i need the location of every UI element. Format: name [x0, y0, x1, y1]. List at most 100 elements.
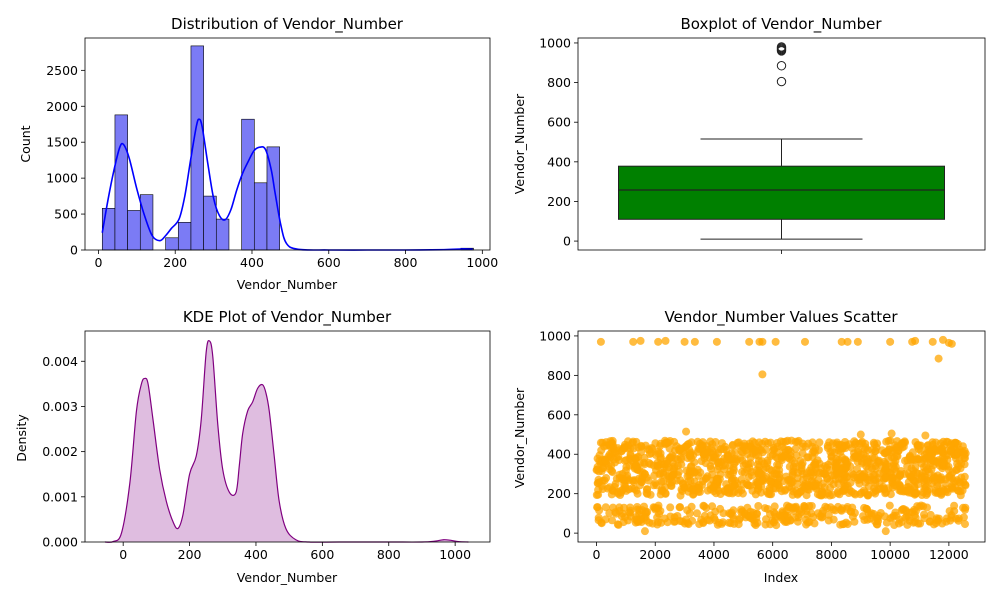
scatter-point [874, 458, 883, 467]
scatter-point [881, 489, 890, 498]
scatter-point [637, 477, 646, 486]
scatter-point [843, 472, 852, 481]
scatter-point [740, 439, 749, 448]
scatter-point [920, 510, 928, 519]
scatter-point [766, 452, 775, 461]
scatter-point [726, 470, 735, 479]
histogram-ytick-label: 2000 [46, 99, 78, 114]
scatter-point [632, 461, 640, 469]
boxplot-panel: Boxplot of Vendor_Number Vendor_Number 0… [512, 15, 986, 254]
scatter-point [758, 370, 767, 379]
scatter-point [943, 488, 952, 497]
scatter-point [771, 513, 780, 522]
scatter-point [611, 479, 620, 488]
histogram-bar [165, 237, 179, 251]
scatter-point [597, 467, 606, 475]
histogram-bar [215, 218, 230, 251]
scatter-point [911, 462, 920, 471]
scatter-point [667, 481, 676, 490]
kde-xtick-label: 200 [178, 547, 202, 562]
scatter-point [856, 430, 865, 439]
scatter-point [933, 471, 942, 480]
scatter-xtick-label: 0 [593, 547, 601, 562]
scatter-point [702, 504, 711, 513]
histogram-xtick-label: 1000 [466, 255, 498, 270]
scatter-point [879, 482, 888, 491]
histogram-ytick-label: 1000 [46, 171, 78, 186]
scatter-point [805, 481, 814, 490]
scatter-point [772, 521, 781, 530]
scatter-point [875, 469, 884, 478]
scatter-point [748, 437, 757, 446]
scatter-point [787, 436, 796, 445]
scatter-point [871, 486, 880, 495]
scatter-point [747, 471, 756, 480]
scatter-point [897, 518, 906, 527]
scatter-point [644, 476, 653, 485]
scatter-point [654, 449, 663, 458]
scatter-point [760, 459, 769, 468]
scatter-point [845, 440, 854, 449]
scatter-point [703, 472, 712, 481]
scatter-point [678, 517, 687, 526]
scatter-point [671, 446, 679, 455]
scatter-point [608, 486, 617, 495]
scatter-point [815, 438, 824, 447]
scatter-point [862, 453, 871, 462]
scatter-point [903, 487, 911, 496]
kde-title: KDE Plot of Vendor_Number [183, 308, 392, 327]
scatter-point [917, 459, 926, 468]
scatter-point [618, 509, 627, 518]
scatter-point [823, 444, 832, 452]
scatter-point [765, 486, 774, 495]
scatter-point [934, 354, 943, 363]
scatter-point [649, 503, 658, 512]
scatter-point [843, 337, 852, 346]
scatter-point [789, 467, 798, 476]
kde-area-fill [104, 340, 469, 543]
scatter-point [695, 444, 704, 453]
histogram-title: Distribution of Vendor_Number [171, 15, 404, 34]
scatter-point [774, 475, 783, 484]
scatter-point [882, 460, 891, 469]
scatter-point [755, 445, 764, 454]
histogram-kde-line [101, 118, 473, 251]
scatter-point [725, 461, 734, 470]
scatter-point [824, 516, 833, 525]
kde-xtick-label: 0 [119, 547, 127, 562]
scatter-point [640, 527, 649, 536]
scatter-point [737, 486, 746, 495]
boxplot-ylabel: Vendor_Number [512, 93, 527, 194]
histogram-bar [114, 114, 128, 251]
scatter-point [865, 476, 874, 485]
kde-ytick-label: 0.001 [42, 489, 78, 504]
scatter-point [643, 485, 651, 494]
scatter-point [593, 503, 602, 512]
scatter-point [858, 472, 867, 481]
scatter-point [770, 502, 779, 511]
boxplot-outlier-point [776, 61, 787, 71]
scatter-point [928, 337, 937, 346]
scatter-points [592, 335, 970, 536]
histogram-xtick-label: 200 [163, 255, 187, 270]
scatter-point [636, 336, 645, 345]
scatter-point [660, 514, 669, 523]
scatter-point [690, 468, 699, 477]
scatter-point [711, 516, 719, 524]
histogram-xtick-label: 400 [240, 255, 264, 270]
scatter-point [601, 515, 610, 524]
scatter-point [954, 462, 963, 471]
scatter-point [789, 503, 798, 512]
scatter-point [746, 459, 755, 468]
scatter-ytick-label: 400 [547, 447, 571, 462]
scatter-point [754, 502, 763, 510]
scatter-point [608, 516, 616, 525]
scatter-point [690, 458, 699, 467]
boxplot-ytick-label: 600 [547, 115, 571, 130]
scatter-point [766, 438, 775, 447]
scatter-point [961, 520, 969, 529]
scatter-point [901, 438, 909, 447]
scatter-point [805, 518, 814, 526]
scatter-point [718, 518, 727, 527]
scatter-point [594, 490, 603, 499]
